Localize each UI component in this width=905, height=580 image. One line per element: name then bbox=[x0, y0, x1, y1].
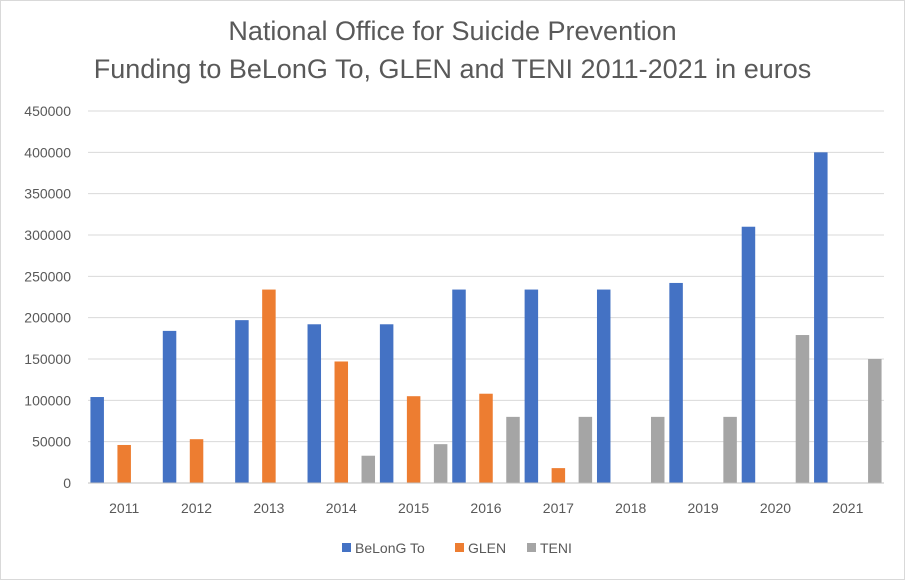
legend-swatch-glen bbox=[455, 543, 464, 552]
bars bbox=[90, 152, 882, 484]
bar-belong-to-2016 bbox=[452, 289, 466, 483]
bar-teni-2017 bbox=[578, 416, 593, 483]
x-tick-label: 2016 bbox=[470, 500, 501, 516]
y-tick-label: 200000 bbox=[24, 310, 71, 326]
bar-glen-2013 bbox=[262, 289, 276, 483]
bar-belong-to-2014 bbox=[307, 324, 322, 483]
bar-glen-2011 bbox=[117, 444, 131, 483]
y-axis: 0 50000 100000 150000 200000 250000 300000 3500… bbox=[24, 103, 71, 491]
y-tick-label: 50000 bbox=[32, 434, 71, 450]
y-tick-label: 400000 bbox=[24, 144, 71, 160]
bar-belong-to-2021 bbox=[814, 152, 828, 484]
y-tick-label: 150000 bbox=[24, 351, 71, 367]
bar-glen-2016 bbox=[479, 393, 493, 483]
bar-belong-to-2013 bbox=[235, 320, 249, 483]
x-tick-label: 2017 bbox=[543, 500, 574, 516]
chart-title-line-1: National Office for Suicide Prevention bbox=[228, 16, 677, 46]
legend-label: BeLonG To bbox=[355, 540, 425, 556]
bar-belong-to-2011 bbox=[90, 397, 104, 483]
y-tick-label: 0 bbox=[63, 475, 71, 491]
bar-glen-2015 bbox=[406, 396, 421, 483]
bar-glen-2017 bbox=[551, 468, 566, 483]
x-tick-label: 2011 bbox=[109, 500, 139, 516]
y-tick-label: 100000 bbox=[24, 392, 71, 408]
bar-teni-2019 bbox=[723, 416, 737, 483]
y-tick-label: 350000 bbox=[24, 186, 71, 202]
bar-teni-2014 bbox=[361, 455, 376, 483]
bar-belong-to-2018 bbox=[596, 289, 611, 483]
bar-teni-2015 bbox=[433, 444, 448, 483]
bar-teni-2021 bbox=[868, 359, 882, 483]
x-tick-label: 2019 bbox=[688, 500, 719, 516]
y-tick-label: 300000 bbox=[24, 227, 71, 243]
x-tick-label: 2013 bbox=[253, 500, 284, 516]
chart-title-line-2: Funding to BeLonG To, GLEN and TENI 2011… bbox=[93, 54, 812, 84]
chart-title: National Office for Suicide Prevention F… bbox=[0, 12, 905, 88]
bar-belong-to-2019 bbox=[669, 282, 683, 483]
legend: BeLonG To GLEN TENI bbox=[342, 540, 572, 556]
x-tick-label: 2012 bbox=[181, 500, 212, 516]
bar-glen-2014 bbox=[334, 361, 349, 483]
bar-belong-to-2017 bbox=[524, 289, 539, 483]
gridlines bbox=[88, 110, 884, 443]
x-axis: 2011 2012 2013 2014 2015 2016 2017 2018 2019 2020… bbox=[88, 482, 884, 516]
legend-label: TENI bbox=[540, 540, 572, 556]
x-tick-label: 2021 bbox=[832, 500, 863, 516]
bar-belong-to-2015 bbox=[379, 324, 394, 483]
legend-swatch-teni bbox=[527, 543, 536, 552]
y-tick-label: 250000 bbox=[24, 268, 71, 284]
x-tick-label: 2015 bbox=[398, 500, 429, 516]
bar-teni-2016 bbox=[506, 416, 520, 483]
bar-teni-2018 bbox=[650, 416, 665, 483]
x-tick-label: 2020 bbox=[760, 500, 791, 516]
legend-swatch-belong-to bbox=[342, 543, 351, 552]
x-tick-label: 2018 bbox=[615, 500, 646, 516]
bar-glen-2012 bbox=[189, 439, 204, 483]
bar-belong-to-2020 bbox=[741, 226, 756, 483]
y-tick-label: 450000 bbox=[24, 103, 71, 119]
bar-belong-to-2012 bbox=[162, 330, 177, 483]
bar-teni-2020 bbox=[795, 335, 810, 483]
legend-label: GLEN bbox=[468, 540, 506, 556]
x-tick-label: 2014 bbox=[326, 500, 357, 516]
